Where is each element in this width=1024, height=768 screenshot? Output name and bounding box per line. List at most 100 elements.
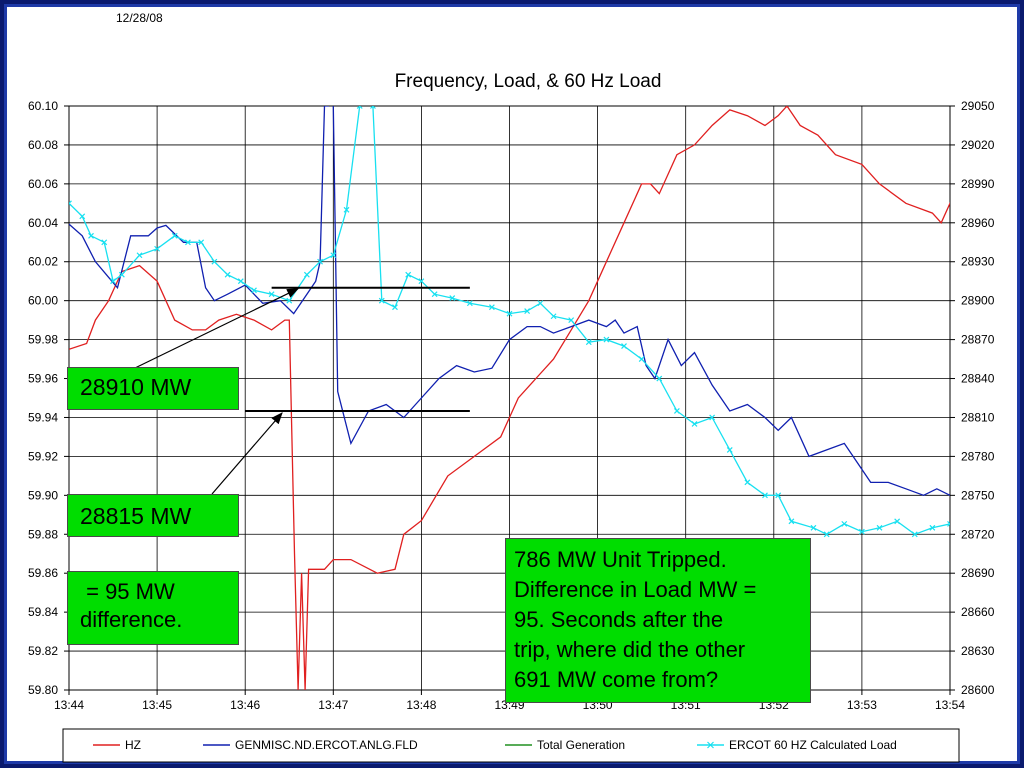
annotation-box-28815: 28815 MW — [67, 494, 239, 537]
series-marker-ercot-60-hz-calculated-load — [929, 524, 936, 531]
left-tick-label: 59.96 — [28, 372, 58, 386]
annotation-text: = 95 MW — [80, 579, 175, 604]
right-tick-label: 28840 — [961, 372, 995, 386]
annotation-text: difference. — [80, 607, 183, 632]
right-tick-label: 29050 — [961, 99, 995, 113]
series-marker-ercot-60-hz-calculated-load — [506, 310, 513, 317]
annotation-line: 95. Seconds after the — [514, 607, 724, 632]
series-marker-ercot-60-hz-calculated-load — [823, 531, 830, 538]
series-marker-ercot-60-hz-calculated-load — [841, 520, 848, 527]
series-marker-ercot-60-hz-calculated-load — [237, 278, 244, 285]
left-tick-label: 59.92 — [28, 449, 58, 463]
series-marker-ercot-60-hz-calculated-load — [996, 545, 1001, 550]
series-marker-ercot-60-hz-calculated-load — [392, 304, 398, 311]
series-marker-ercot-60-hz-calculated-load — [524, 308, 531, 314]
series-line-ercot-60-hz-calculated-load — [69, 106, 361, 302]
series-marker-ercot-60-hz-calculated-load — [303, 271, 310, 278]
annotation-line: 691 MW come from? — [514, 667, 719, 692]
right-tick-label: 28600 — [961, 683, 995, 697]
left-tick-label: 59.82 — [28, 644, 58, 658]
right-tick-label: 28720 — [961, 527, 995, 541]
right-tick-label: 28780 — [961, 449, 995, 463]
annotation-arrows — [134, 288, 300, 495]
series-marker-ercot-60-hz-calculated-load — [251, 287, 257, 294]
right-tick-label: 28630 — [961, 644, 995, 658]
series-marker-ercot-60-hz-calculated-load — [876, 524, 883, 531]
legend: HZ GENMISC.ND.ERCOT.ANLG.FLD Total Generat… — [93, 738, 897, 752]
series-marker-ercot-60-hz-calculated-load — [343, 206, 350, 213]
series-marker-ercot-60-hz-calculated-load — [965, 519, 970, 524]
series-marker-ercot-60-hz-calculated-load — [224, 271, 231, 278]
left-tick-label: 60.04 — [28, 216, 58, 230]
series-marker-ercot-60-hz-calculated-load — [317, 258, 324, 265]
date-label: 12/28/08 — [116, 11, 163, 25]
x-tick-label: 13:54 — [935, 698, 965, 712]
right-tick-label: 29020 — [961, 138, 995, 152]
right-tick-label: 28870 — [961, 333, 995, 347]
left-tick-label: 59.80 — [28, 683, 58, 697]
series-marker-ercot-60-hz-calculated-load — [775, 492, 782, 499]
x-tick-label: 13:44 — [54, 698, 84, 712]
series-line-genmisc-nd-ercot-anlg-fld — [69, 106, 329, 315]
series-marker-ercot-60-hz-calculated-load — [110, 278, 116, 285]
series-marker-ercot-60-hz-calculated-load — [449, 295, 456, 301]
right-axis-ticks: 29050 29020 28990 28960 28930 28900 28870 28840… — [950, 99, 995, 697]
series-marker-ercot-60-hz-calculated-load — [136, 252, 143, 259]
series-marker-ercot-60-hz-calculated-load — [656, 375, 663, 382]
left-tick-label: 59.90 — [28, 488, 58, 502]
left-tick-label: 60.08 — [28, 138, 58, 152]
series-marker-ercot-60-hz-calculated-load — [603, 336, 610, 343]
left-tick-label: 59.88 — [28, 527, 58, 541]
x-tick-label: 13:46 — [230, 698, 260, 712]
series-marker-ercot-60-hz-calculated-load — [198, 239, 205, 246]
annotation-box-28910: 28910 MW — [67, 367, 239, 410]
series-marker-ercot-60-hz-calculated-load — [378, 297, 385, 304]
series-marker-ercot-60-hz-calculated-load — [788, 518, 795, 525]
series-marker-ercot-60-hz-calculated-load — [69, 200, 72, 207]
legend-label-hz: HZ — [125, 738, 141, 752]
series-marker-ercot-60-hz-calculated-load — [726, 446, 733, 453]
series-marker-ercot-60-hz-calculated-load — [431, 291, 438, 298]
series-marker-ercot-60-hz-calculated-load — [621, 343, 627, 350]
x-tick-label: 13:48 — [406, 698, 436, 712]
series-marker-ercot-60-hz-calculated-load — [330, 252, 337, 259]
series-marker-ercot-60-hz-calculated-load — [185, 239, 191, 246]
right-tick-label: 28990 — [961, 177, 995, 191]
left-tick-label: 59.84 — [28, 605, 58, 619]
series-marker-ercot-60-hz-calculated-load — [171, 232, 178, 239]
series-marker-ercot-60-hz-calculated-load — [370, 106, 376, 109]
left-tick-label: 60.10 — [28, 99, 58, 113]
chart-title: Frequency, Load, & 60 Hz Load — [395, 71, 662, 92]
series-marker-ercot-60-hz-calculated-load — [568, 317, 575, 324]
series-marker-ercot-60-hz-calculated-load — [88, 232, 94, 239]
series-marker-ercot-60-hz-calculated-load — [466, 300, 473, 307]
series-marker-ercot-60-hz-calculated-load — [810, 524, 817, 531]
annotation-text: 28815 MW — [80, 503, 192, 529]
left-axis-ticks: 60.10 60.08 60.06 60.04 60.02 60.00 59.98 59.96… — [28, 99, 69, 697]
series-marker-ercot-60-hz-calculated-load — [356, 106, 363, 109]
series-marker-ercot-60-hz-calculated-load — [744, 479, 751, 486]
series-marker-ercot-60-hz-calculated-load — [79, 213, 86, 220]
series-marker-ercot-60-hz-calculated-load — [762, 492, 768, 499]
right-tick-label: 28750 — [961, 488, 995, 502]
series-marker-ercot-60-hz-calculated-load — [268, 291, 275, 298]
series-marker-ercot-60-hz-calculated-load — [118, 271, 125, 278]
annotation-text: 28910 MW — [80, 374, 192, 400]
series-marker-ercot-60-hz-calculated-load — [286, 297, 293, 304]
series-marker-ercot-60-hz-calculated-load — [894, 518, 901, 525]
legend-label-ercot-60-hz-calculated-load: ERCOT 60 HZ Calculated Load — [729, 738, 897, 752]
left-tick-label: 59.86 — [28, 566, 58, 580]
legend-label-genmisc-nd-ercot-anlg-fld: GENMISC.ND.ERCOT.ANLG.FLD — [235, 738, 418, 752]
series-marker-ercot-60-hz-calculated-load — [211, 258, 218, 265]
series-marker-ercot-60-hz-calculated-load — [488, 304, 495, 311]
series-line-genmisc-nd-ercot-anlg-fld — [332, 106, 950, 497]
series-marker-ercot-60-hz-calculated-load — [638, 356, 645, 362]
series-marker-ercot-60-hz-calculated-load — [405, 271, 412, 278]
right-tick-label: 28930 — [961, 255, 995, 269]
left-tick-label: 59.98 — [28, 333, 58, 347]
annotation-box-difference: = 95 MW difference. — [67, 571, 239, 645]
arrow-to-28815 — [211, 412, 283, 495]
annotation-line: trip, where did the other — [514, 637, 746, 662]
reference-lines — [245, 286, 470, 412]
